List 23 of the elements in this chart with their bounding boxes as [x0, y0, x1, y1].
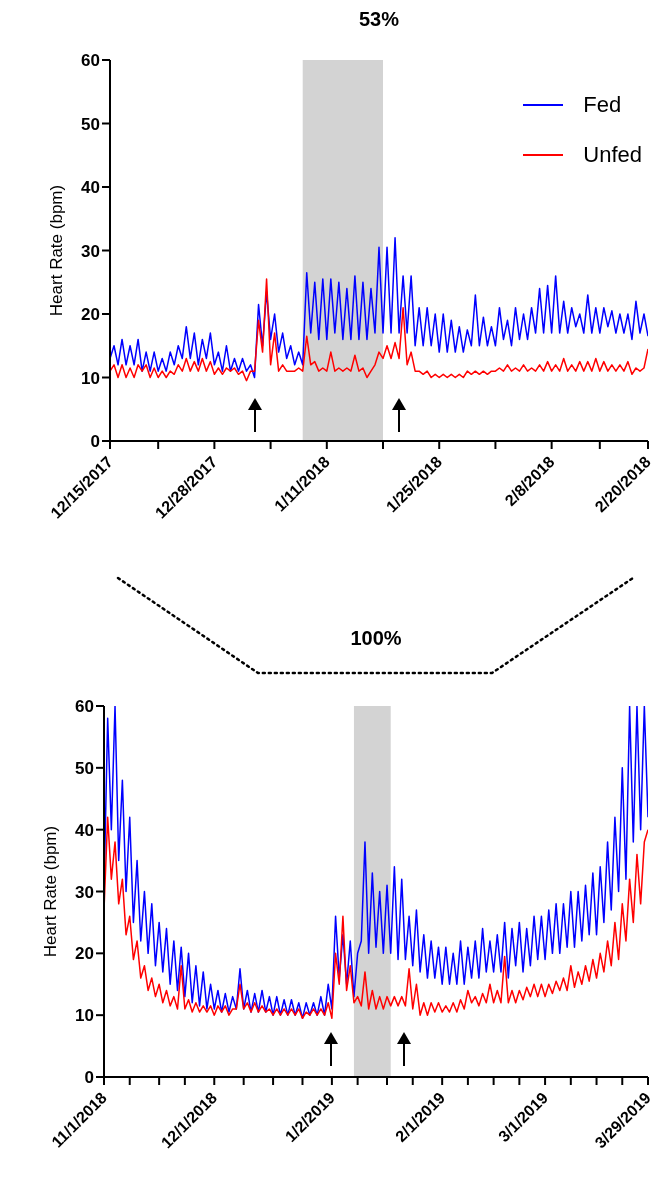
- y-axis-title: Heart Rate (bpm): [41, 825, 61, 958]
- y-tick-label: 60: [75, 697, 94, 717]
- y-tick-label: 10: [81, 368, 100, 388]
- chart-title: 53%: [358, 8, 400, 31]
- y-tick-label: 0: [90, 432, 100, 452]
- legend-label: Fed: [583, 92, 622, 118]
- chart-title: 100%: [349, 627, 403, 650]
- line-series: [104, 816, 648, 1020]
- y-tick-label: 10: [75, 1006, 94, 1026]
- y-axis-title: Heart Rate (bpm): [47, 184, 67, 317]
- y-tick-label: 30: [75, 882, 94, 902]
- line-series: [110, 237, 648, 379]
- y-tick-label: 0: [84, 1068, 94, 1088]
- legend-label: Unfed: [583, 142, 642, 168]
- y-tick-label: 40: [81, 178, 100, 198]
- y-tick-label: 20: [75, 944, 94, 964]
- y-tick-label: 20: [81, 305, 100, 325]
- y-tick-label: 50: [75, 758, 94, 778]
- y-tick-label: 30: [81, 241, 100, 261]
- y-tick-label: 60: [81, 51, 100, 71]
- y-tick-label: 50: [81, 114, 100, 134]
- y-tick-label: 40: [75, 820, 94, 840]
- line-series: [110, 278, 648, 382]
